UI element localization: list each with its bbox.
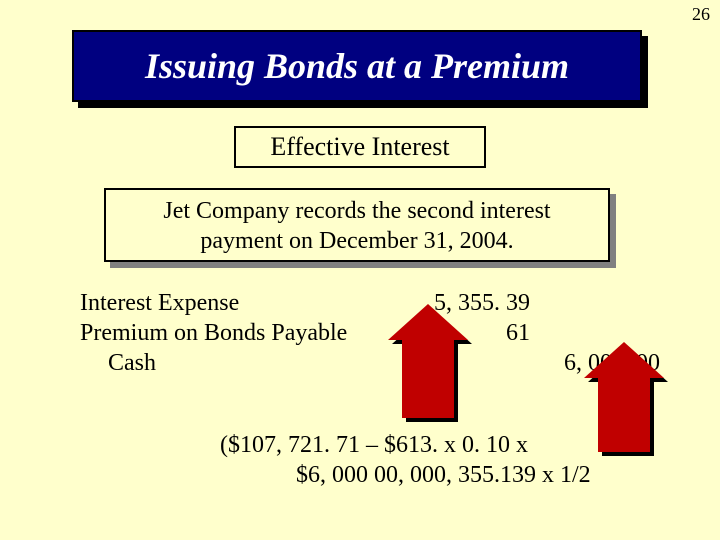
up-arrow-icon xyxy=(402,336,454,418)
description-box: Jet Company records the second interest … xyxy=(104,188,610,262)
journal-label: Cash xyxy=(80,350,400,377)
description-line1: Jet Company records the second interest xyxy=(106,196,608,226)
journal-row: Interest Expense 5, 355. 39 xyxy=(80,288,660,318)
journal-label: Premium on Bonds Payable xyxy=(80,320,400,347)
journal-entry: Interest Expense 5, 355. 39 Premium on B… xyxy=(80,288,660,378)
subtitle: Effective Interest xyxy=(234,126,486,168)
formula-line1: ($107, 721. 71 – $613. x 0. 10 x xyxy=(220,432,700,459)
slide-title: Issuing Bonds at a Premium xyxy=(72,30,642,102)
journal-label: Interest Expense xyxy=(80,290,400,317)
page-number: 26 xyxy=(692,4,710,25)
up-arrow-head-icon xyxy=(388,304,468,340)
journal-row: Premium on Bonds Payable 61 xyxy=(80,318,660,348)
formula-line2: $6, 000 00, 000, 355.139 x 1/2 xyxy=(296,462,720,489)
up-arrow-head-icon xyxy=(584,342,664,378)
description-line2: payment on December 31, 2004. xyxy=(106,226,608,256)
journal-row: Cash 6, 000. 00 xyxy=(80,348,660,378)
